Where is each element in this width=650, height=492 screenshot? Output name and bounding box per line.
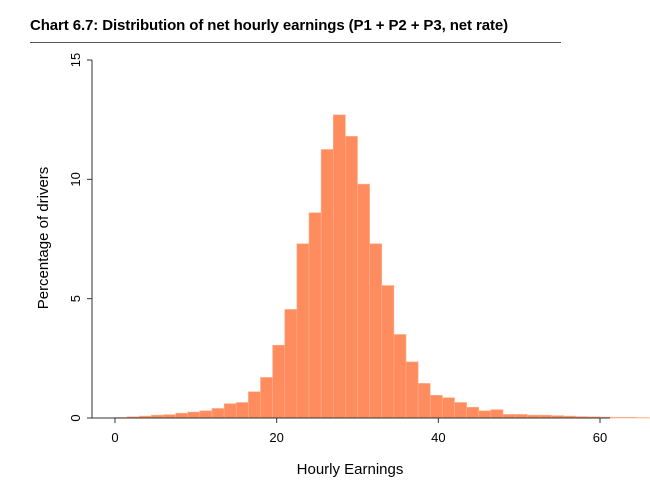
histogram-bar — [478, 410, 492, 419]
histogram-bar — [320, 149, 334, 419]
histogram-bar — [260, 377, 273, 419]
histogram-bar — [442, 397, 455, 419]
y-ticks-group: 0 5 10 15 — [68, 53, 92, 422]
histogram-bar — [345, 136, 358, 419]
histogram-bar — [175, 412, 189, 419]
histogram-bar — [223, 403, 237, 419]
histogram-bar — [611, 416, 625, 419]
histogram-bar — [514, 414, 528, 419]
x-tick-label: 20 — [269, 430, 283, 445]
y-axis-label: Percentage of drivers — [35, 167, 52, 310]
y-tick-label: 0 — [68, 414, 83, 421]
histogram-bar — [211, 408, 225, 419]
histogram-bar — [417, 383, 431, 419]
x-tick-label: 0 — [111, 430, 118, 445]
x-tick-label: 60 — [593, 430, 607, 445]
x-tick-label: 40 — [431, 430, 445, 445]
histogram-bar — [284, 309, 298, 419]
histogram-bar — [393, 334, 407, 419]
histogram-bar — [381, 285, 395, 419]
y-tick-label: 15 — [68, 53, 83, 67]
histogram-bar — [405, 361, 419, 419]
histogram-bar — [623, 416, 637, 419]
histogram-bar — [429, 395, 443, 419]
histogram-bar — [369, 243, 383, 419]
histogram-bar — [357, 183, 370, 419]
histogram-bar — [454, 402, 467, 419]
histogram-bar — [163, 414, 176, 419]
histogram-bar — [272, 344, 286, 419]
chart-title: Chart 6.7: Distribution of net hourly ea… — [30, 17, 508, 34]
histogram-bar — [308, 212, 322, 419]
histogram-bar — [248, 391, 261, 419]
x-ticks-group: 0 20 40 60 — [111, 418, 607, 445]
histogram-bar — [490, 409, 504, 419]
histogram-bar — [466, 406, 480, 419]
histogram-bar — [502, 414, 516, 419]
bars-group — [114, 114, 650, 419]
histogram-bar — [235, 402, 249, 419]
y-tick-label: 5 — [68, 295, 83, 302]
histogram-bar — [296, 243, 310, 419]
histogram-bar — [199, 410, 213, 419]
y-tick-label: 10 — [68, 172, 83, 186]
x-axis-label: Hourly Earnings — [297, 461, 404, 478]
histogram-bar — [332, 114, 346, 419]
title-underline — [30, 42, 561, 43]
histogram-bar — [187, 411, 201, 419]
